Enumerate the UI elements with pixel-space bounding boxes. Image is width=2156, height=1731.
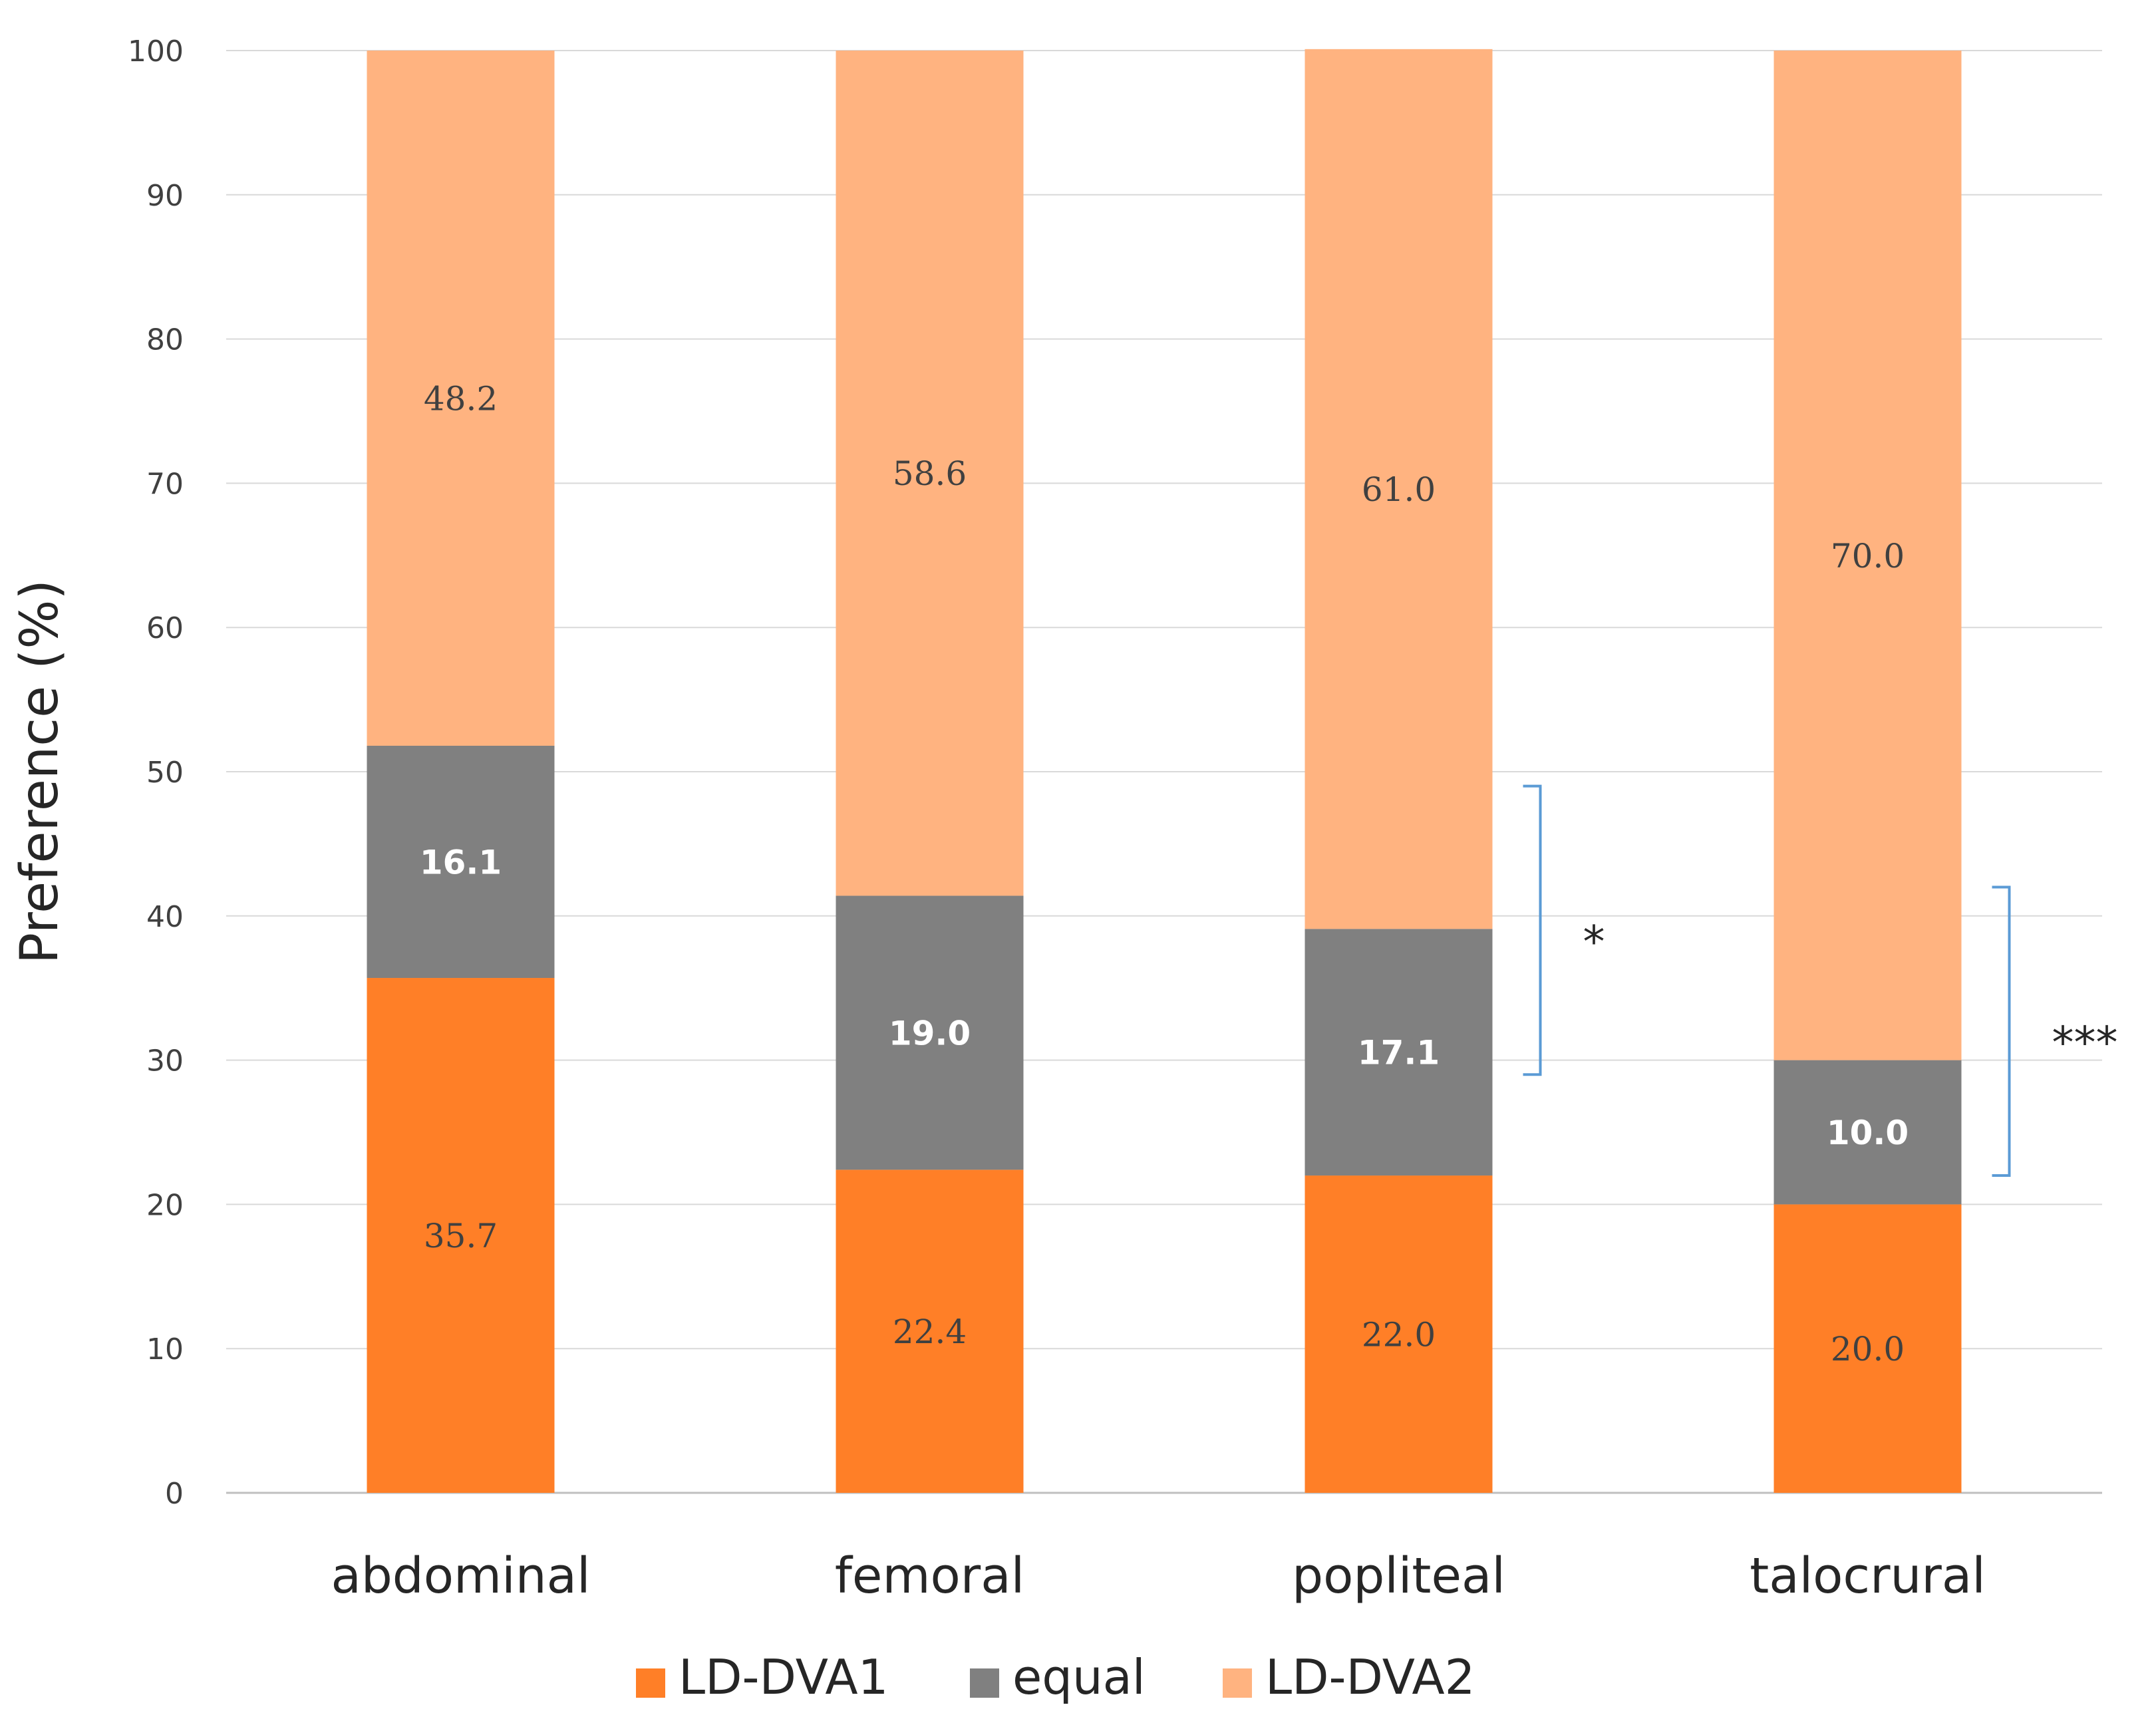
legend-swatch-ld-dva2 (1223, 1668, 1252, 1698)
bar-segment-equal (1773, 1060, 1962, 1205)
significance-marker: * (1583, 916, 1605, 967)
x-tick-label: talocrural (1750, 1547, 1986, 1605)
bar-segment-equal (836, 895, 1024, 1170)
data-label: 58.6 (893, 454, 967, 493)
legend-swatch-ld-dva1 (636, 1668, 665, 1698)
y-tick-label: 90 (146, 179, 184, 213)
y-tick-label: 60 (146, 611, 184, 645)
y-axis: 0 10 20 30 40 50 60 70 80 90 100 (128, 35, 184, 1511)
x-axis: abdominal femoral popliteal talocrural (331, 1547, 1985, 1605)
data-label: 16.1 (420, 844, 502, 882)
significance-bracket (1992, 885, 2011, 1178)
bar-segment-ld-dva2 (836, 51, 1024, 896)
legend: LD-DVA1 equal LD-DVA2 (636, 1649, 1475, 1705)
data-label: 48.2 (424, 379, 498, 418)
y-tick-label: 100 (128, 35, 184, 69)
y-axis-title: Preference (%) (10, 579, 70, 964)
x-tick-label: popliteal (1292, 1547, 1505, 1605)
data-label: 22.4 (893, 1313, 967, 1351)
data-label: 70.0 (1831, 537, 1905, 575)
data-label: 19.0 (889, 1014, 971, 1052)
y-tick-label: 20 (146, 1188, 184, 1222)
data-label: 17.1 (1358, 1034, 1440, 1072)
legend-swatch-equal (970, 1668, 999, 1698)
significance-annotations: **** (1523, 784, 2118, 1178)
bar-segment-ld-dva2 (1305, 49, 1493, 929)
y-tick-label: 70 (146, 467, 184, 501)
bar-segment-ld-dva1 (367, 978, 555, 1493)
legend-label: LD-DVA1 (679, 1649, 888, 1705)
bars: 35.7 16.1 48.2 22.4 19.0 58.6 22.0 17.1 61.0 20.0… (367, 49, 1962, 1493)
significance-bracket (1523, 784, 1542, 1076)
legend-label: equal (1012, 1649, 1146, 1705)
y-tick-label: 30 (146, 1044, 184, 1078)
y-tick-label: 50 (146, 756, 184, 790)
data-label: 35.7 (424, 1217, 498, 1255)
bar-segment-equal (1305, 929, 1493, 1176)
data-label: 10.0 (1827, 1114, 1909, 1152)
bar-segment-ld-dva1 (1305, 1176, 1493, 1493)
legend-label: LD-DVA2 (1265, 1649, 1475, 1705)
x-tick-label: abdominal (331, 1547, 590, 1605)
y-tick-label: 80 (146, 323, 184, 357)
bar-segment-ld-dva2 (1773, 51, 1962, 1060)
x-tick-label: femoral (835, 1547, 1024, 1605)
bar-segment-ld-dva1 (836, 1170, 1024, 1493)
data-label: 22.0 (1362, 1316, 1436, 1354)
y-tick-label: 10 (146, 1333, 184, 1366)
bar-segment-ld-dva2 (367, 51, 555, 746)
y-tick-label: 40 (146, 900, 184, 934)
data-label: 61.0 (1362, 470, 1436, 509)
data-label: 20.0 (1831, 1330, 1905, 1368)
bar-segment-ld-dva1 (1773, 1204, 1962, 1493)
y-tick-label: 0 (165, 1477, 184, 1511)
bar-segment-equal (367, 745, 555, 979)
significance-marker: *** (2052, 1017, 2118, 1068)
